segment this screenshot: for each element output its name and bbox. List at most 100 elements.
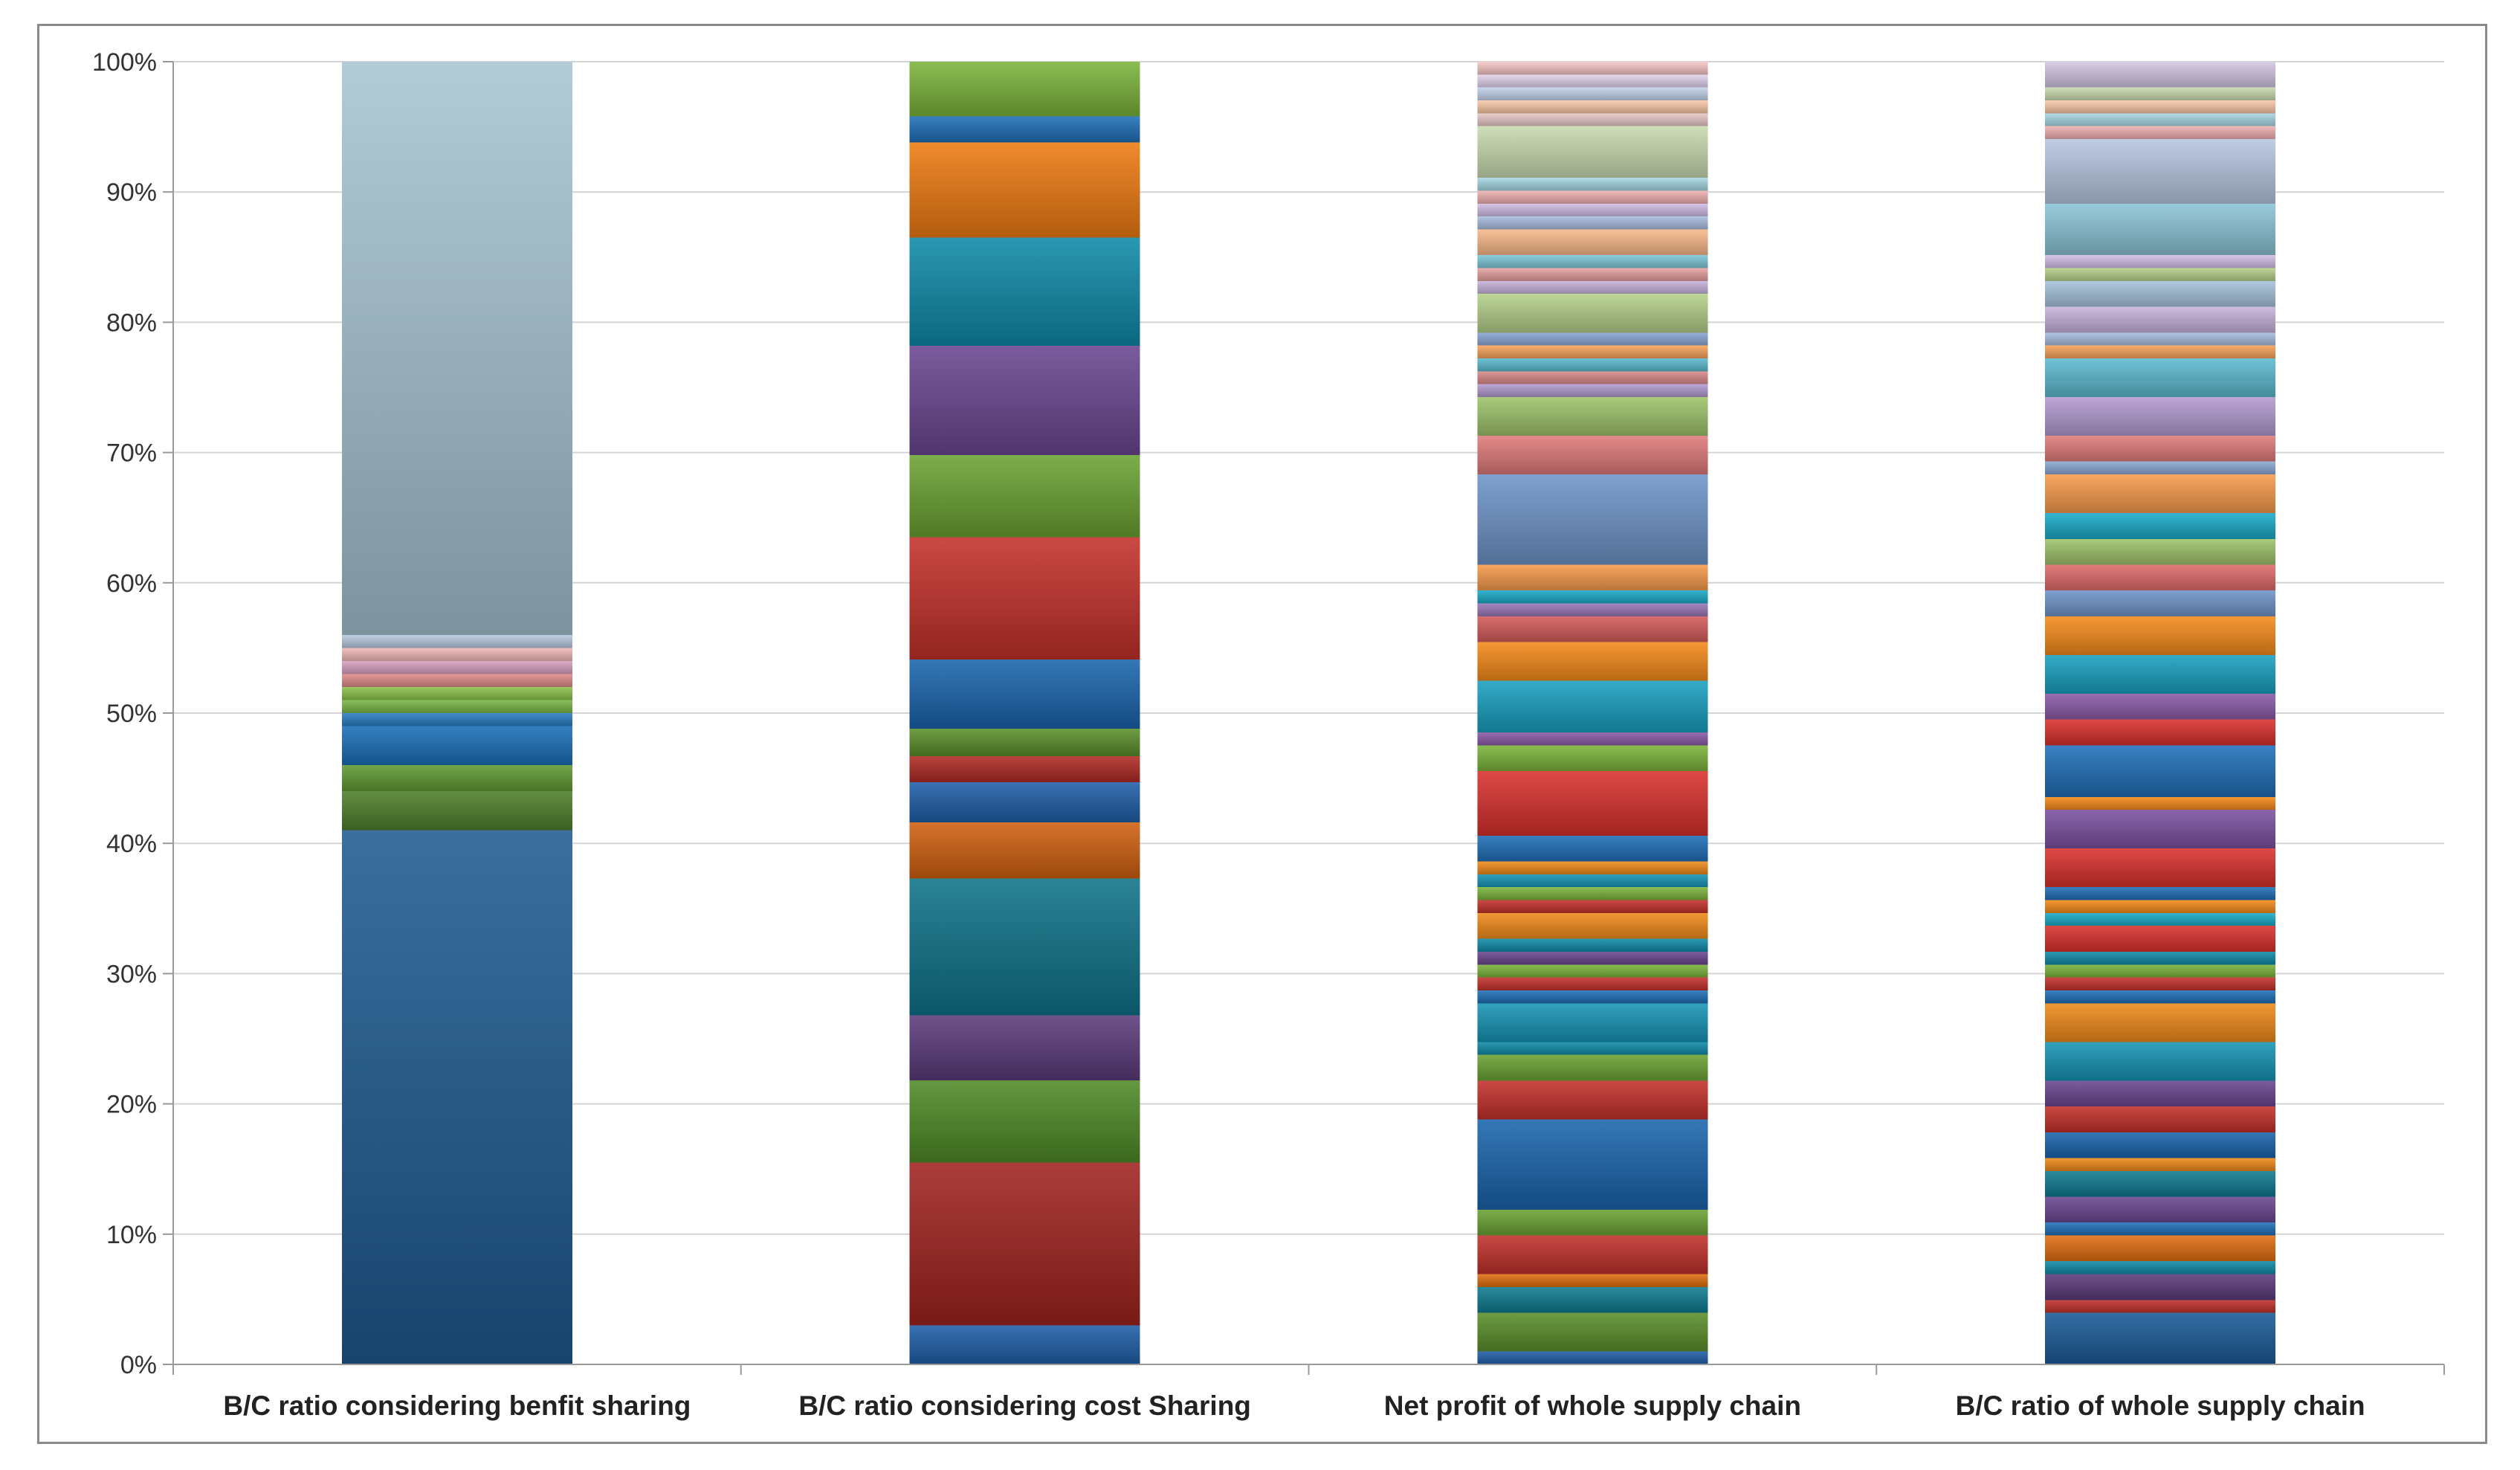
bar-segment bbox=[1477, 384, 1708, 398]
bar-segment bbox=[2045, 62, 2276, 88]
y-tick-label: 40% bbox=[106, 830, 157, 858]
bar-segment bbox=[909, 1015, 1140, 1081]
bar-segment bbox=[341, 713, 572, 726]
bar-segment bbox=[2045, 900, 2276, 913]
bar-segment bbox=[1477, 900, 1708, 913]
y-tick-label: 20% bbox=[106, 1091, 157, 1119]
bar-segment bbox=[1477, 1080, 1708, 1120]
bar-segment bbox=[1477, 912, 1708, 939]
bar-segment bbox=[1477, 590, 1708, 604]
bar-segment bbox=[1477, 642, 1708, 681]
bar-segment bbox=[2045, 280, 2276, 307]
bar-segment bbox=[2045, 268, 2276, 281]
y-tick-label: 50% bbox=[106, 700, 157, 728]
bar-segment bbox=[2045, 306, 2276, 333]
bar-segment bbox=[2045, 203, 2276, 256]
bar-segment bbox=[2045, 796, 2276, 810]
bar-segment bbox=[2045, 848, 2276, 888]
bar-segment bbox=[1477, 1003, 1708, 1042]
bar-segment bbox=[909, 345, 1140, 456]
bar-segment bbox=[2045, 887, 2276, 900]
bar-segment bbox=[1477, 178, 1708, 191]
bar-segment bbox=[1477, 87, 1708, 101]
bar-segment bbox=[909, 1162, 1140, 1326]
bar-segment bbox=[1477, 74, 1708, 88]
bar-segment bbox=[1477, 203, 1708, 217]
y-tick-labels: 0% 10% 20% 30% 40% 50% 60% 70% 80% 90% 100% bbox=[92, 48, 157, 1379]
bar-segment bbox=[1477, 616, 1708, 642]
bar-segment bbox=[1477, 1274, 1708, 1287]
bar-segment bbox=[2045, 1106, 2276, 1132]
bar-segment bbox=[909, 781, 1140, 823]
y-tick-label: 60% bbox=[106, 570, 157, 598]
bar-segment bbox=[1477, 62, 1708, 75]
bar-segment bbox=[1477, 1286, 1708, 1313]
bar-segment bbox=[1477, 229, 1708, 256]
bar-segment bbox=[341, 830, 572, 1364]
bar-segment bbox=[1477, 771, 1708, 836]
bar-segment bbox=[2045, 100, 2276, 114]
bar-segment bbox=[1477, 1054, 1708, 1081]
bar-segment bbox=[1477, 964, 1708, 978]
bar-segment bbox=[2045, 538, 2276, 565]
bar-segment bbox=[2045, 964, 2276, 978]
bar-segment bbox=[909, 729, 1140, 756]
bar-segment bbox=[1477, 436, 1708, 475]
bar-segment bbox=[1477, 835, 1708, 862]
bar-segment bbox=[2045, 1261, 2276, 1274]
x-category-label: B/C ratio considering cost Sharing bbox=[798, 1390, 1251, 1421]
bar-segment bbox=[1477, 126, 1708, 178]
bar-segment bbox=[1477, 1119, 1708, 1210]
bar-segment bbox=[2045, 1170, 2276, 1197]
y-tick-label: 30% bbox=[106, 960, 157, 988]
bar-segment bbox=[2045, 590, 2276, 616]
bar-segment bbox=[1477, 113, 1708, 126]
stacked-bar-chart: 0% 10% 20% 30% 40% 50% 60% 70% 80% 90% 100% B/C ra… bbox=[92, 48, 2445, 1421]
bar-segment bbox=[909, 1080, 1140, 1163]
bar-segment bbox=[909, 116, 1140, 143]
bar-segment bbox=[1477, 1351, 1708, 1364]
bars bbox=[341, 62, 2276, 1364]
bar-segment bbox=[2045, 616, 2276, 655]
bar-segment bbox=[341, 62, 572, 635]
bar-segment bbox=[909, 822, 1140, 879]
bar-segment bbox=[2045, 1274, 2276, 1300]
chart-frame: 0% 10% 20% 30% 40% 50% 60% 70% 80% 90% 100% B/C ra… bbox=[37, 24, 2487, 1444]
bar-segment bbox=[1477, 990, 1708, 1004]
bar-segment bbox=[341, 674, 572, 687]
bar-segment bbox=[2045, 912, 2276, 926]
bar-segment bbox=[2045, 513, 2276, 539]
bar-segment bbox=[2045, 977, 2276, 990]
bar-segment bbox=[1477, 371, 1708, 384]
bar-segment bbox=[341, 726, 572, 766]
bar-segment bbox=[2045, 1222, 2276, 1236]
bar-segment bbox=[1477, 745, 1708, 772]
bar-segment bbox=[2045, 1158, 2276, 1171]
bar-segment bbox=[341, 648, 572, 661]
bar-segment bbox=[1477, 358, 1708, 372]
x-category-label: B/C ratio of whole supply chain bbox=[1956, 1390, 2365, 1421]
bar-segment bbox=[2045, 693, 2276, 720]
bar-segment bbox=[2045, 810, 2276, 849]
bar-segment bbox=[341, 700, 572, 713]
bar-segment bbox=[909, 755, 1140, 782]
bar-segment bbox=[2045, 1235, 2276, 1262]
bar-segment bbox=[2045, 139, 2276, 204]
bar-segment bbox=[1477, 255, 1708, 268]
bar-segment bbox=[1477, 680, 1708, 733]
x-category-label: B/C ratio considering benfit sharing bbox=[223, 1390, 691, 1421]
bar-segment bbox=[341, 634, 572, 648]
bar-segment bbox=[2045, 1080, 2276, 1107]
bar-segment bbox=[1477, 100, 1708, 114]
bar-segment bbox=[909, 660, 1140, 729]
bar-segment bbox=[2045, 654, 2276, 694]
bar-segment bbox=[909, 1325, 1140, 1364]
bar-segment bbox=[1477, 977, 1708, 990]
y-tick-label: 10% bbox=[106, 1221, 157, 1249]
bar-segment bbox=[1477, 564, 1708, 591]
bar-segment bbox=[1477, 268, 1708, 281]
bar-segment bbox=[1477, 732, 1708, 746]
y-tick-label: 100% bbox=[92, 48, 157, 77]
bar-segment bbox=[341, 765, 572, 792]
bar-segment bbox=[2045, 113, 2276, 126]
